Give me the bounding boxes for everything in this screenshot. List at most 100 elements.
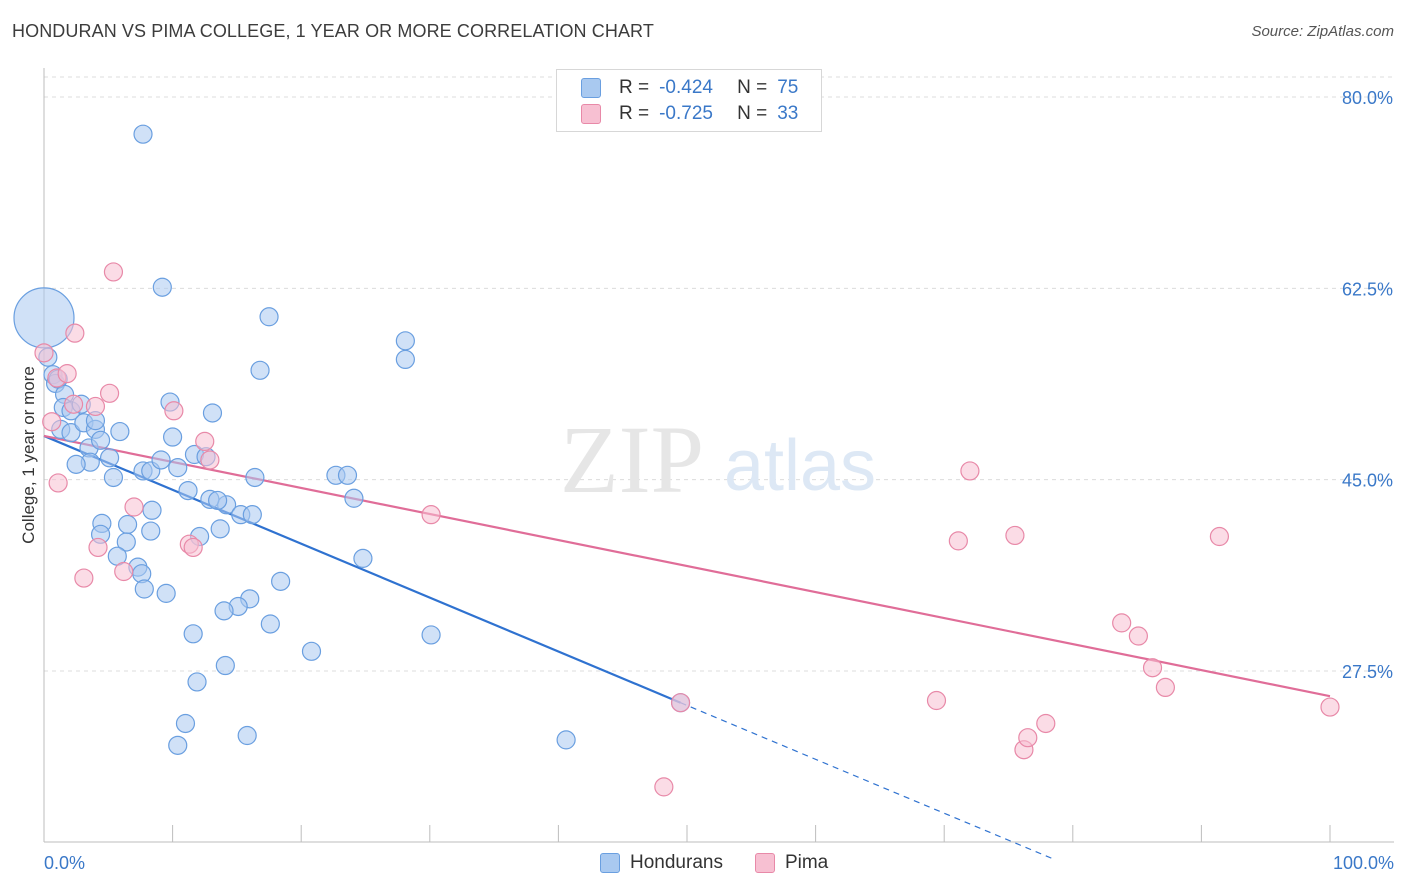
legend-item-hondurans[interactable]: Hondurans — [600, 852, 723, 874]
data-point-pima — [1036, 713, 1056, 734]
data-points — [13, 124, 1340, 797]
data-point-hondurans — [337, 465, 358, 485]
data-point-pima — [34, 343, 54, 363]
data-point-pima — [195, 431, 215, 451]
data-point-pima — [200, 450, 220, 470]
legend-n-label: N = — [737, 103, 768, 124]
x-tick-label-min: 0.0% — [44, 853, 85, 873]
legend-row-hondurans: R = -0.424 N = 75 — [581, 75, 798, 101]
data-point-hondurans — [208, 490, 228, 511]
legend-r-value: -0.424 — [659, 77, 713, 98]
data-point-hondurans — [61, 423, 81, 443]
legend-r-value: -0.725 — [659, 103, 713, 124]
data-point-hondurans — [183, 624, 203, 644]
data-point-pima — [1142, 658, 1163, 678]
legend-label-hondurans: Hondurans — [630, 852, 723, 873]
data-point-pima — [948, 531, 968, 551]
stats-legend: R = -0.424 N = 75 R = -0.725 N = 33 — [556, 69, 822, 132]
legend-r-label: R = — [619, 103, 650, 124]
data-point-hondurans — [242, 505, 262, 525]
legend-n-value: 75 — [777, 77, 799, 98]
data-point-hondurans — [260, 614, 280, 634]
data-point-pima — [57, 364, 77, 384]
data-point-hondurans — [116, 532, 136, 552]
source-label: Source: ZipAtlas.com — [1251, 23, 1394, 40]
data-point-hondurans — [178, 481, 198, 501]
data-point-hondurans — [259, 307, 279, 327]
data-point-pima — [63, 394, 84, 414]
trend-line-extension — [680, 702, 1054, 860]
data-point-hondurans — [301, 641, 322, 661]
data-point-hondurans — [271, 571, 291, 591]
legend-row-pima: R = -0.725 N = 33 — [581, 101, 798, 127]
data-point-hondurans — [110, 421, 130, 442]
legend-n-value: 33 — [777, 103, 799, 124]
watermark-zip: ZIP — [560, 406, 704, 513]
data-point-hondurans — [210, 519, 230, 539]
data-point-hondurans — [344, 488, 364, 508]
data-point-pima — [421, 505, 441, 525]
data-point-hondurans — [245, 467, 265, 488]
data-point-hondurans — [103, 467, 124, 488]
data-point-hondurans — [66, 454, 86, 474]
data-point-hondurans — [215, 655, 235, 676]
x-tick-label-max: 100.0% — [1333, 853, 1394, 873]
data-point-hondurans — [202, 403, 223, 423]
grid-lines — [44, 76, 1394, 672]
data-point-pima — [48, 473, 68, 493]
data-point-pima — [1128, 626, 1148, 646]
data-point-hondurans — [133, 124, 153, 144]
y-tick-label: 62.5% — [1342, 279, 1393, 299]
data-point-pima — [654, 777, 674, 797]
series-legend: Hondurans Pima — [600, 852, 860, 874]
data-point-hondurans — [156, 583, 176, 603]
legend-label-pima: Pima — [784, 852, 829, 873]
y-axis-label: College, 1 year or more — [19, 366, 38, 544]
watermark: ZIP atlas — [560, 406, 876, 513]
legend-item-pima[interactable]: Pima — [754, 852, 829, 874]
legend-r-label: R = — [619, 77, 650, 98]
data-point-pima — [124, 497, 144, 517]
data-point-hondurans — [134, 579, 154, 599]
data-point-hondurans — [395, 349, 415, 369]
data-point-hondurans — [152, 277, 172, 297]
data-point-pima — [114, 561, 134, 582]
data-point-hondurans — [250, 360, 270, 380]
data-point-pima — [1018, 728, 1038, 748]
data-point-hondurans — [163, 427, 183, 447]
y-tick-label: 45.0% — [1342, 471, 1393, 491]
data-point-pima — [164, 401, 184, 421]
legend-swatch-hondurans — [600, 853, 620, 873]
data-point-pima — [42, 412, 62, 432]
data-point-hondurans — [214, 601, 234, 621]
data-point-pima — [103, 262, 124, 282]
chart-title: HONDURAN VS PIMA COLLEGE, 1 YEAR OR MORE… — [12, 21, 654, 41]
data-point-hondurans — [175, 713, 196, 734]
data-point-pima — [1005, 525, 1025, 546]
data-point-hondurans — [556, 730, 576, 750]
data-point-pima — [65, 323, 85, 343]
data-point-hondurans — [353, 548, 373, 568]
data-point-hondurans — [421, 625, 441, 645]
data-point-pima — [88, 537, 108, 558]
data-point-hondurans — [99, 448, 120, 468]
data-point-hondurans — [187, 672, 207, 692]
data-point-pima — [1112, 613, 1132, 633]
legend-swatch-pima — [581, 104, 601, 124]
data-point-pima — [960, 461, 980, 481]
data-point-pima — [1209, 526, 1230, 547]
data-point-hondurans — [237, 725, 257, 746]
legend-swatch-pima — [754, 853, 775, 873]
legend-swatch-hondurans — [581, 78, 601, 98]
data-point-hondurans — [151, 450, 171, 470]
data-point-hondurans — [90, 430, 111, 450]
data-point-hondurans — [117, 514, 138, 535]
data-point-pima — [670, 693, 691, 713]
data-point-pima — [183, 537, 203, 558]
data-point-pima — [1155, 677, 1175, 698]
data-point-pima — [85, 396, 106, 417]
data-point-hondurans — [168, 458, 188, 478]
y-tick-labels: 80.0% 62.5% 45.0% 27.5% — [1342, 88, 1393, 682]
y-tick-label: 27.5% — [1342, 662, 1393, 682]
